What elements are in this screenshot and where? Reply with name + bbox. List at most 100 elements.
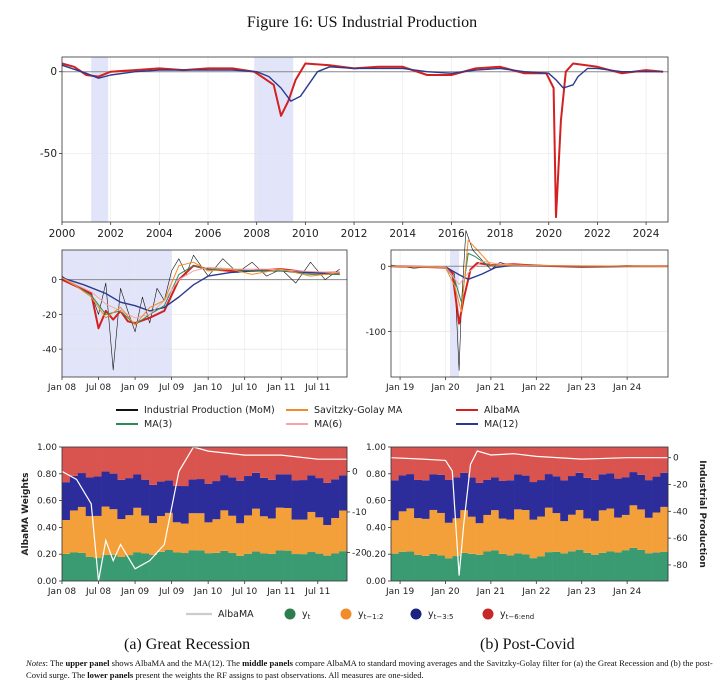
weight-bar-yt−1:2	[157, 516, 166, 552]
weight-bar-yt-6-end	[460, 447, 469, 473]
legend-dot	[340, 608, 352, 620]
series-albama	[61, 62, 664, 219]
legend-label: AlbaMA	[484, 405, 520, 416]
weight-bar-yt−1:2	[421, 518, 430, 556]
weight-bar-yt	[429, 553, 438, 581]
weight-bar-yt	[315, 553, 324, 581]
weight-bar-yt	[560, 553, 569, 581]
weight-bar-yt-6-end	[236, 447, 245, 481]
weight-bar-yt−3:5	[583, 477, 592, 519]
weight-bar-yt−3:5	[637, 474, 646, 510]
weight-bar-yt−3:5	[644, 480, 653, 518]
weight-bar-yt−3:5	[299, 480, 308, 520]
weight-bar-yt	[275, 550, 284, 581]
weight-bar-yt-6-end	[164, 447, 174, 481]
weight-bar-yt−3:5	[614, 478, 623, 518]
plot-frame-top	[61, 56, 669, 223]
weight-bar-yt−1:2	[172, 522, 182, 553]
weight-bar-yt	[180, 553, 189, 581]
xtick-label: Jan 19	[385, 383, 414, 393]
weight-bar-yt−1:2	[204, 522, 213, 554]
caption-post-covid: (b) Post-Covid	[480, 636, 575, 653]
weight-bar-yt-6-end	[575, 447, 584, 473]
xtick-label: Jan 24	[612, 587, 641, 597]
xtick-label: Jan 10	[193, 587, 222, 597]
weight-bar-yt−1:2	[331, 517, 340, 554]
weight-bar-yt−1:2	[109, 509, 118, 555]
ytick-label: 0.40	[366, 523, 386, 533]
ytick-label: 0.60	[37, 497, 57, 507]
xtick-label: 2008	[243, 228, 270, 240]
weight-bar-yt−1:2	[544, 507, 553, 553]
weight-bar-yt	[452, 556, 461, 581]
weight-bar-yt	[644, 553, 653, 581]
weight-bar-yt−1:2	[212, 519, 221, 553]
weight-bar-yt	[567, 551, 576, 581]
weight-bar-yt−3:5	[149, 484, 158, 524]
xtick-label: Jul 11	[304, 383, 330, 393]
legend-dot	[482, 608, 494, 620]
weight-bar-yt−3:5	[444, 479, 453, 523]
weight-bar-yt	[204, 553, 213, 581]
ytick-label: 0	[51, 276, 57, 286]
weight-bar-yt−3:5	[212, 481, 221, 520]
weight-bar-yt	[283, 550, 292, 581]
ytick-label: 0	[50, 66, 57, 78]
weight-bar-yt−3:5	[521, 475, 530, 510]
weight-bar-yt−3:5	[598, 474, 607, 511]
weight-bar-yt-6-end	[188, 447, 197, 480]
y2tick-label: -80	[673, 561, 688, 571]
weight-bar-yt−3:5	[133, 474, 142, 508]
xtick-label: Jan 08	[47, 383, 76, 393]
xtick-label: 2014	[389, 228, 416, 240]
weight-bar-yt−1:2	[133, 507, 142, 553]
weight-bar-yt	[660, 551, 669, 581]
weight-bar-yt−3:5	[514, 474, 523, 510]
weight-bar-yt−3:5	[414, 479, 423, 519]
weight-bar-yt	[259, 553, 269, 581]
weight-bar-yt−1:2	[149, 523, 158, 555]
weight-bar-yt	[196, 550, 205, 581]
weight-bar-yt-6-end	[69, 447, 79, 476]
weight-bar-yt−3:5	[196, 479, 205, 514]
weight-bar-yt−1:2	[93, 515, 102, 559]
plot-frame-low_a	[61, 446, 348, 582]
xtick-label: Jan 23	[567, 587, 596, 597]
weight-bar-yt−1:2	[629, 505, 638, 548]
weight-bar-yt-6-end	[212, 447, 221, 482]
ytick-label: -20	[42, 311, 57, 321]
weight-bar-yt−1:2	[591, 520, 600, 555]
weight-bar-yt-6-end	[85, 447, 94, 478]
series-savitzky-golay-ma	[390, 239, 669, 313]
ytick-label: 0.80	[366, 470, 386, 480]
weight-bar-yt−3:5	[475, 482, 484, 524]
xtick-label: Jul 08	[85, 587, 111, 597]
ytick-label: 1.00	[366, 443, 386, 453]
weight-bar-yt−3:5	[339, 475, 348, 511]
weight-bar-yt-6-end	[157, 447, 166, 482]
weight-bar-yt-6-end	[606, 447, 615, 474]
weight-bar-yt-6-end	[498, 447, 507, 481]
xtick-label: Jan 22	[521, 383, 550, 393]
weight-bar-yt-6-end	[398, 447, 407, 476]
weight-bar-yt-6-end	[323, 447, 332, 483]
weight-bar-yt-6-end	[101, 447, 110, 472]
weight-bar-yt	[141, 553, 150, 581]
albama-line	[390, 450, 668, 576]
series-savitzky-golay-ma	[61, 261, 340, 326]
weight-bar-yt-6-end	[475, 447, 484, 483]
weight-bar-yt−1:2	[188, 513, 197, 551]
weight-bar-yt	[521, 554, 530, 581]
weight-bar-yt−1:2	[498, 518, 507, 554]
xtick-label: Jul 10	[231, 383, 257, 393]
weight-bar-yt	[591, 554, 600, 581]
ytick-label: 0.80	[37, 470, 57, 480]
legend-label: Savitzky-Golay MA	[314, 405, 403, 416]
weight-bar-yt-6-end	[583, 447, 592, 478]
weight-bar-yt−1:2	[315, 517, 324, 554]
weight-bar-yt−3:5	[452, 477, 461, 519]
weight-bar-yt-6-end	[506, 447, 515, 481]
weight-bar-yt−3:5	[275, 474, 284, 508]
weight-bar-yt-6-end	[629, 447, 638, 473]
caption-great-recession: (a) Great Recession	[124, 636, 251, 653]
